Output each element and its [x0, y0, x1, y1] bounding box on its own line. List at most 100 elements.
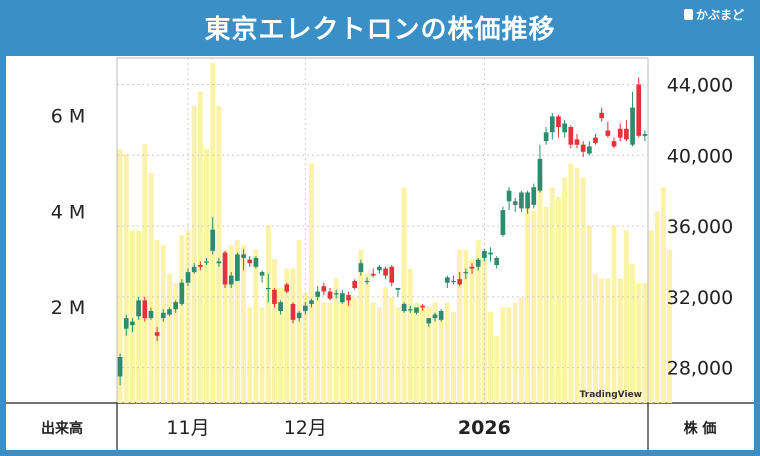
candle-body [154, 332, 160, 336]
volume-bar [123, 153, 129, 403]
volume-bar [327, 302, 333, 403]
candle-body [407, 309, 413, 311]
brand-mark-icon [683, 9, 693, 20]
candle-body [401, 303, 407, 311]
candle-body [525, 192, 530, 209]
volume-bar [586, 225, 592, 403]
volume-bar [160, 244, 166, 403]
candle-body [432, 314, 438, 319]
candle-body [272, 289, 277, 304]
volume-bar [376, 307, 382, 403]
candle-body [333, 293, 339, 295]
volume-bar [574, 168, 580, 403]
candle-body [352, 280, 358, 288]
candle-body [259, 272, 265, 276]
volume-bar [525, 196, 531, 403]
x-tick-label: 2026 [458, 417, 511, 439]
volume-bar [166, 273, 172, 403]
candle-body [537, 158, 543, 191]
price-tick-label: 44,000 [667, 75, 733, 97]
candle-body [198, 265, 203, 267]
volume-bar [648, 230, 654, 403]
candle-body [383, 268, 388, 276]
volume-bar [599, 278, 605, 403]
volume-bar [407, 268, 413, 403]
volume-bar [321, 302, 327, 403]
candle-body [438, 311, 444, 320]
candle-body [500, 210, 506, 235]
volume-bar [129, 230, 135, 403]
candle-body [241, 254, 246, 258]
volume-bar [352, 297, 358, 403]
volume-bar [512, 302, 518, 403]
candle-body [426, 318, 432, 324]
volume-bar [580, 177, 586, 403]
volume-bar [278, 288, 284, 403]
volume-bar [315, 292, 321, 403]
volume-bar [642, 283, 648, 403]
volume-bar [290, 268, 296, 403]
tradingview-watermark: TradingView [580, 390, 642, 400]
brand-name: かぶまど [695, 8, 744, 22]
volume-bar [451, 311, 456, 403]
volume-bar [457, 249, 463, 403]
candle-body [586, 146, 592, 154]
volume-bar [395, 307, 401, 403]
volume-bar [500, 307, 506, 403]
volume-bar [401, 187, 407, 403]
volume-bar [309, 163, 314, 403]
volume-bar [302, 292, 308, 403]
candle-body [395, 288, 401, 290]
candle-body [309, 300, 314, 304]
candle-body [611, 141, 617, 147]
volume-bar [543, 206, 549, 403]
candle-body [321, 286, 327, 292]
volume-tick-label: 4 M [51, 201, 86, 223]
candle-body [617, 128, 623, 138]
stock-chart: 28,000 32,000 36,000 40,000 44,000 2 M 4 M 6 M 1… [6, 57, 754, 450]
volume-bar [216, 105, 222, 403]
volume-bar [469, 259, 475, 403]
x-tick-label: 11月 [166, 417, 209, 439]
volume-bar [611, 225, 617, 403]
candle-body [247, 259, 253, 264]
volume-bar [148, 173, 154, 403]
volume-bar [488, 311, 494, 403]
candle-body [531, 187, 537, 205]
candle-body [284, 284, 290, 292]
candle-body [185, 272, 191, 283]
candle-body [475, 259, 481, 267]
volume-bar [179, 235, 185, 403]
candle-body [358, 263, 364, 273]
candle-body [469, 266, 475, 269]
candle-body [290, 303, 296, 320]
candle-body [327, 291, 333, 299]
volume-bar [389, 297, 395, 403]
volume-bar [185, 230, 191, 403]
candle-body [117, 357, 123, 377]
volume-bar [562, 177, 568, 403]
volume-bar [370, 302, 376, 403]
candle-body [216, 261, 222, 264]
volume-bar [438, 316, 444, 403]
volume-bar [444, 302, 450, 403]
candle-body [593, 137, 598, 143]
candle-body [494, 257, 500, 265]
candle-body [488, 252, 493, 255]
volume-bar [494, 335, 500, 403]
header: 東京エレクトロンの株価推移 かぶまど [0, 0, 760, 56]
candle-body [346, 295, 351, 301]
candle-body [296, 312, 302, 319]
volume-bar [117, 149, 123, 403]
candle-body [204, 261, 209, 263]
candle-body [512, 201, 518, 205]
candle-body [130, 321, 135, 326]
volume-bar [617, 278, 623, 403]
volume-bar [463, 249, 469, 403]
candle-body [519, 192, 524, 209]
candle-body [265, 288, 271, 290]
volume-bar [241, 244, 247, 403]
volume-bar [154, 240, 160, 403]
volume-bar [364, 273, 370, 403]
candle-body [136, 300, 141, 317]
